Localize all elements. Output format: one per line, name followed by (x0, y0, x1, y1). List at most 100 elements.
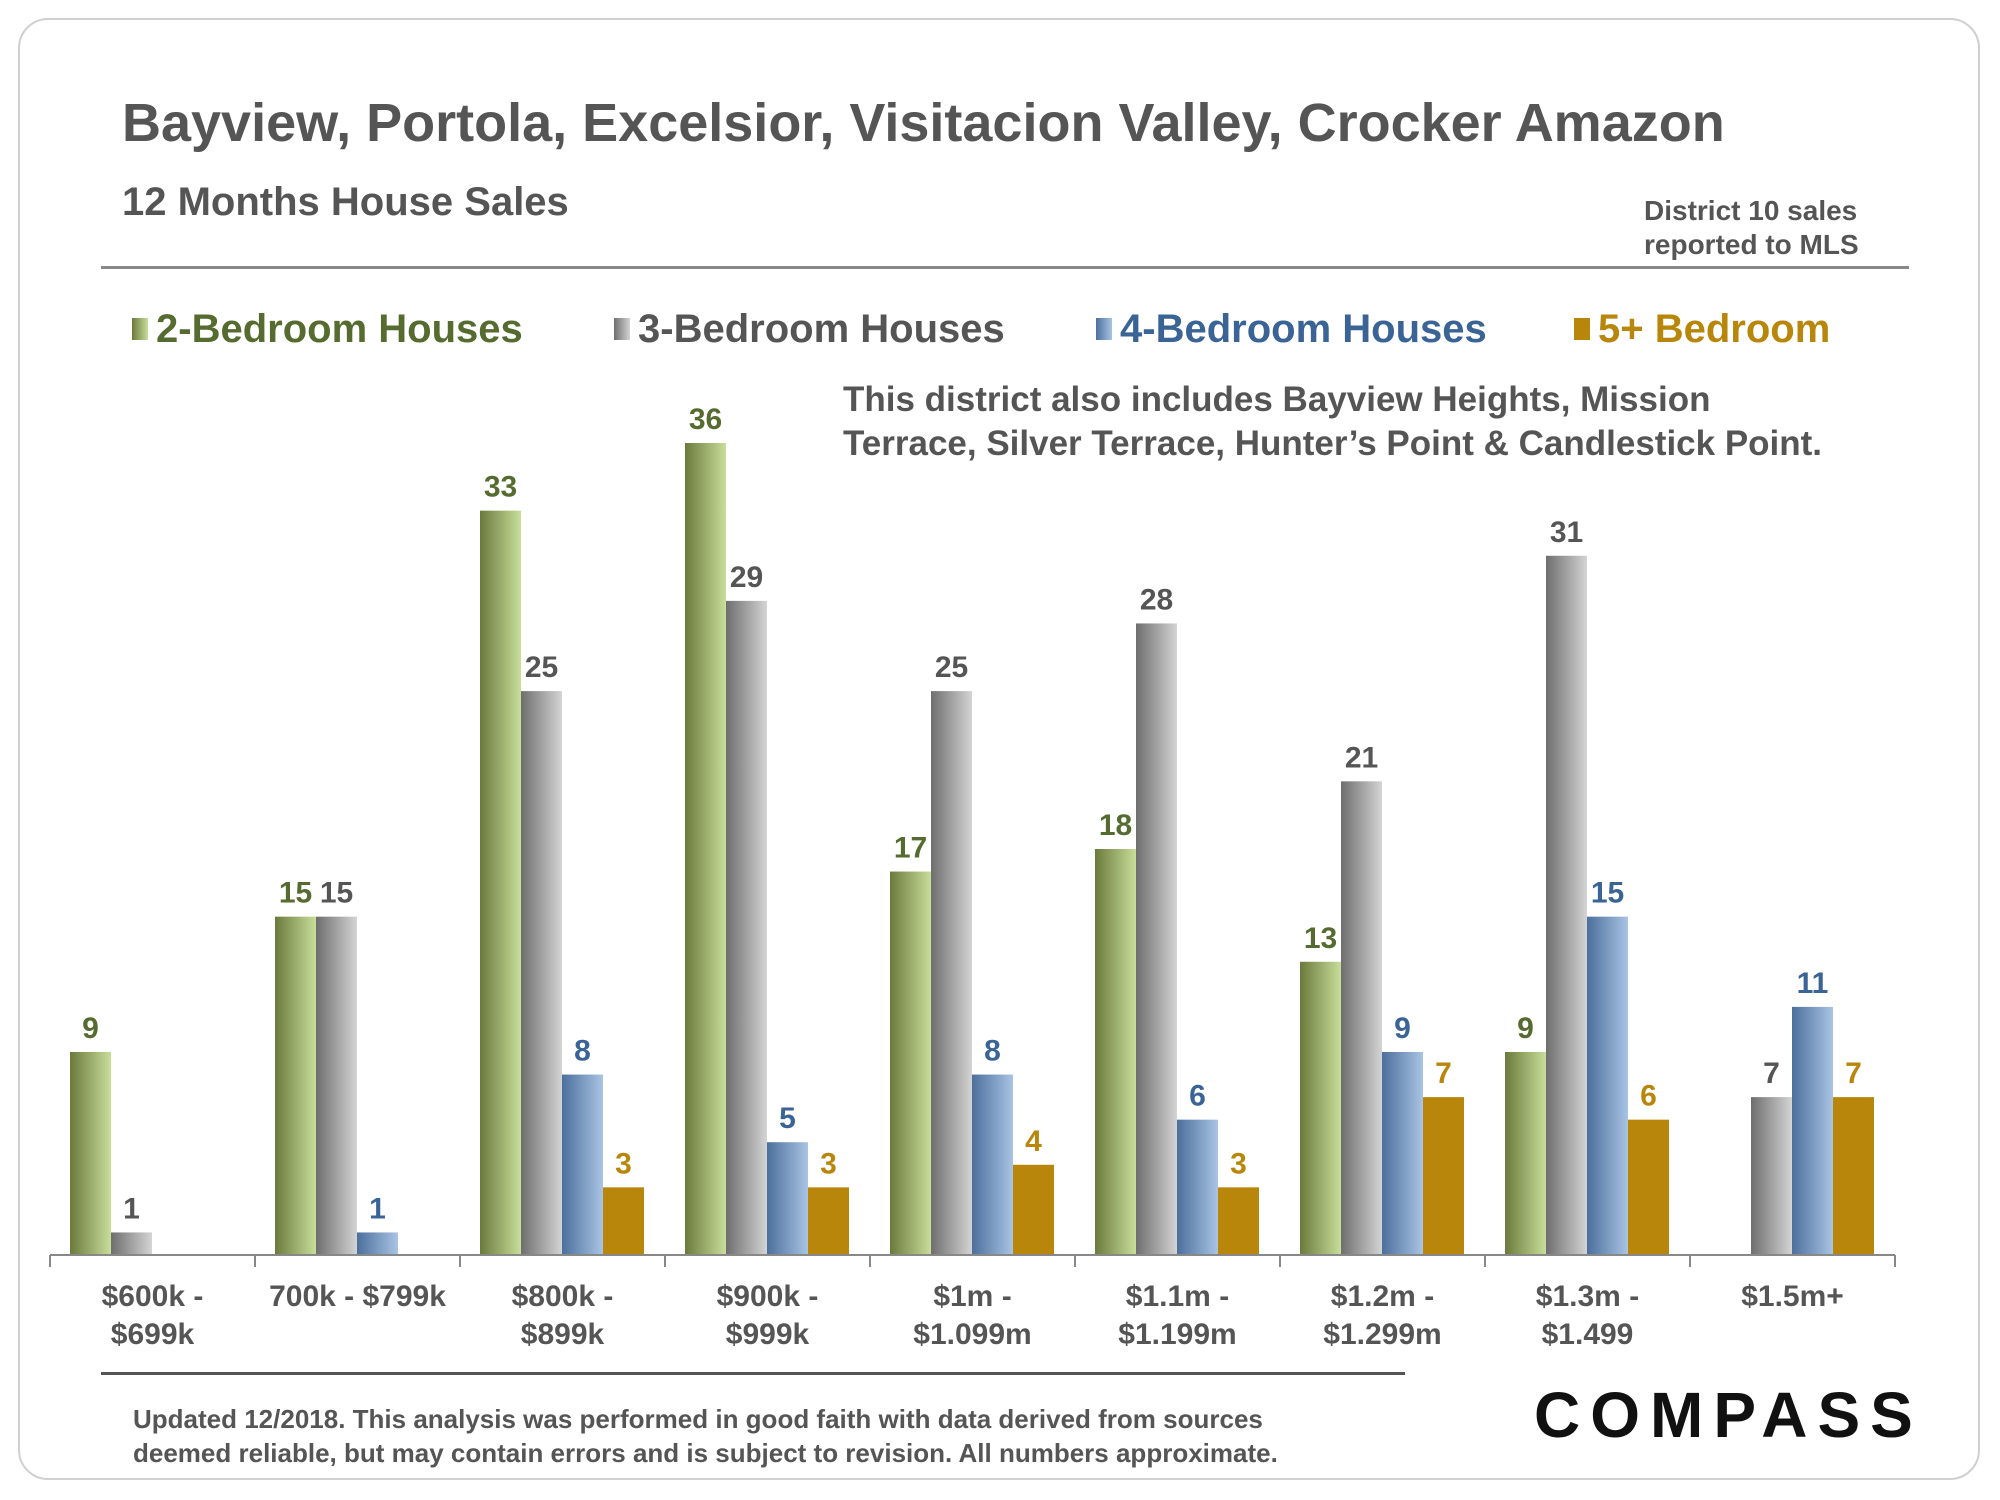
bar-2-bedroom-houses-1 (275, 916, 316, 1255)
data-label-3-bedroom-houses-7: 31 (1550, 516, 1583, 549)
data-label-2-bedroom-houses-4: 17 (894, 832, 927, 865)
data-label-4-bedroom-houses-8: 11 (1797, 967, 1829, 1000)
bar-3-bedroom-houses-4 (931, 691, 972, 1255)
x-tick-label-2: $800k -$899k (512, 1280, 614, 1351)
source-line-2: reported to MLS (1644, 229, 1859, 260)
data-label-2-bedroom-houses-1: 15 (279, 877, 312, 910)
x-tick-label-0: $600k -$699k (102, 1280, 204, 1351)
bar-3-bedroom-houses-8 (1751, 1097, 1792, 1255)
bar-3-bedroom-houses-0 (111, 1232, 152, 1255)
bar-4-bedroom-houses-8 (1792, 1006, 1833, 1255)
data-label-2-bedroom-houses-3: 36 (689, 403, 722, 436)
data-label-3-bedroom-houses-4: 25 (935, 651, 968, 684)
chart-subtitle: 12 Months House Sales (122, 180, 569, 224)
legend-label-4-bedroom: 4-Bedroom Houses (1120, 306, 1487, 351)
data-label-3-bedroom-houses-3: 29 (730, 561, 763, 594)
legend-swatch-5-bedroom (1574, 318, 1590, 340)
bar-4-bedroom-houses-5 (1177, 1119, 1218, 1255)
data-label-4-bedroom-houses-4: 8 (984, 1035, 1001, 1068)
bar-5-bedroom-3 (808, 1187, 849, 1255)
data-label-3-bedroom-houses-2: 25 (525, 651, 558, 684)
bar-4-bedroom-houses-1 (357, 1232, 398, 1255)
x-tick-label-6: $1.2m -$1.299m (1323, 1280, 1441, 1351)
legend-item-3-bedroom: 3-Bedroom Houses (614, 306, 1005, 352)
bar-5-bedroom-7 (1628, 1119, 1669, 1255)
bar-3-bedroom-houses-6 (1341, 781, 1382, 1255)
data-label-5-bedroom-7: 6 (1640, 1080, 1657, 1113)
legend-label-5-bedroom: 5+ Bedroom (1598, 306, 1831, 351)
bar-2-bedroom-houses-2 (480, 510, 521, 1256)
bar-4-bedroom-houses-6 (1382, 1052, 1423, 1255)
data-label-2-bedroom-houses-7: 9 (1517, 1012, 1534, 1045)
x-tick-label-1: 700k - $799k (269, 1280, 446, 1313)
data-label-5-bedroom-5: 3 (1230, 1147, 1247, 1180)
data-label-2-bedroom-houses-6: 13 (1304, 922, 1337, 955)
data-label-4-bedroom-houses-3: 5 (779, 1102, 796, 1135)
bar-5-bedroom-8 (1833, 1097, 1874, 1255)
bar-2-bedroom-houses-6 (1300, 961, 1341, 1255)
bar-3-bedroom-houses-1 (316, 916, 357, 1255)
bar-4-bedroom-houses-4 (972, 1074, 1013, 1255)
bar-4-bedroom-houses-3 (767, 1142, 808, 1255)
legend-swatch-3-bedroom (614, 318, 630, 340)
bar-4-bedroom-houses-7 (1587, 916, 1628, 1255)
x-tick-label-5: $1.1m -$1.199m (1118, 1280, 1236, 1351)
legend-swatch-4-bedroom (1096, 318, 1112, 340)
bar-5-bedroom-4 (1013, 1164, 1054, 1255)
data-label-4-bedroom-houses-1: 1 (369, 1192, 386, 1225)
data-label-5-bedroom-8: 7 (1845, 1057, 1862, 1090)
data-label-5-bedroom-2: 3 (615, 1147, 632, 1180)
district-note-line-2: Terrace, Silver Terrace, Hunter’s Point … (843, 424, 1823, 463)
source-note: District 10 sales reported to MLS (1644, 194, 1859, 262)
data-label-2-bedroom-houses-0: 9 (82, 1012, 99, 1045)
data-label-4-bedroom-houses-7: 15 (1591, 877, 1624, 910)
header-divider (101, 266, 1909, 269)
legend-item-4-bedroom: 4-Bedroom Houses (1096, 306, 1487, 352)
bar-2-bedroom-houses-0 (70, 1052, 111, 1255)
data-label-3-bedroom-houses-1: 15 (320, 877, 353, 910)
legend-item-2-bedroom: 2-Bedroom Houses (132, 306, 523, 352)
disclaimer-line-2: deemed reliable, but may contain errors … (133, 1438, 1278, 1468)
bar-3-bedroom-houses-2 (521, 691, 562, 1255)
x-tick-label-7: $1.3m -$1.499 (1536, 1280, 1639, 1351)
bar-3-bedroom-houses-7 (1546, 555, 1587, 1255)
bar-5-bedroom-5 (1218, 1187, 1259, 1255)
x-tick-label-8: $1.5m+ (1741, 1280, 1844, 1313)
district-note: This district also includes Bayview Heig… (843, 378, 1822, 466)
bar-2-bedroom-houses-3 (685, 443, 726, 1255)
data-label-3-bedroom-houses-8: 7 (1763, 1057, 1780, 1090)
chart-title: Bayview, Portola, Excelsior, Visitacion … (122, 93, 1725, 153)
bar-2-bedroom-houses-5 (1095, 849, 1136, 1255)
data-label-4-bedroom-houses-2: 8 (574, 1035, 591, 1068)
disclaimer-line-1: Updated 12/2018. This analysis was perfo… (133, 1404, 1263, 1434)
footer-divider (101, 1372, 1405, 1375)
data-label-3-bedroom-houses-6: 21 (1345, 741, 1378, 774)
source-line-1: District 10 sales (1644, 195, 1858, 226)
data-label-4-bedroom-houses-5: 6 (1189, 1080, 1206, 1113)
bar-4-bedroom-houses-2 (562, 1074, 603, 1255)
district-note-line-1: This district also includes Bayview Heig… (843, 380, 1711, 419)
legend-label-2-bedroom: 2-Bedroom Houses (156, 306, 523, 351)
legend-swatch-2-bedroom (132, 318, 148, 340)
data-label-3-bedroom-houses-5: 28 (1140, 583, 1173, 616)
data-label-4-bedroom-houses-6: 9 (1394, 1012, 1411, 1045)
legend-label-3-bedroom: 3-Bedroom Houses (638, 306, 1005, 351)
x-tick-label-3: $900k -$999k (717, 1280, 819, 1351)
data-label-2-bedroom-houses-2: 33 (484, 471, 517, 504)
disclaimer: Updated 12/2018. This analysis was perfo… (133, 1402, 1278, 1470)
bar-3-bedroom-houses-3 (726, 600, 767, 1255)
bar-5-bedroom-6 (1423, 1097, 1464, 1255)
bar-5-bedroom-2 (603, 1187, 644, 1255)
x-tick-label-4: $1m -$1.099m (913, 1280, 1031, 1351)
compass-logo: COMPASS (1534, 1379, 1923, 1451)
data-label-5-bedroom-4: 4 (1025, 1125, 1042, 1158)
bar-3-bedroom-houses-5 (1136, 623, 1177, 1255)
data-label-5-bedroom-6: 7 (1435, 1057, 1452, 1090)
data-label-3-bedroom-houses-0: 1 (123, 1192, 140, 1225)
bar-2-bedroom-houses-7 (1505, 1052, 1546, 1255)
bar-2-bedroom-houses-4 (890, 871, 931, 1255)
data-label-2-bedroom-houses-5: 18 (1099, 809, 1132, 842)
legend-item-5-bedroom: 5+ Bedroom (1574, 306, 1830, 352)
data-label-5-bedroom-3: 3 (820, 1147, 837, 1180)
